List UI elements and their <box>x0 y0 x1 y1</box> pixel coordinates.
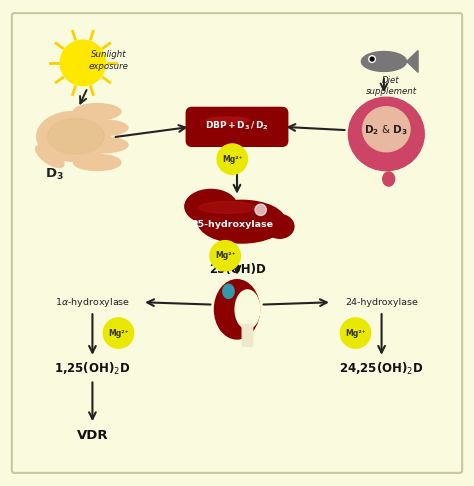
Ellipse shape <box>361 52 406 71</box>
Polygon shape <box>247 328 251 347</box>
Ellipse shape <box>36 145 64 167</box>
FancyBboxPatch shape <box>186 107 288 146</box>
Ellipse shape <box>198 200 285 243</box>
Circle shape <box>60 40 106 86</box>
Text: 25-hydroxylase: 25-hydroxylase <box>191 220 273 228</box>
Circle shape <box>340 318 371 348</box>
Polygon shape <box>407 51 418 72</box>
Ellipse shape <box>73 155 121 171</box>
Text: 1,25(OH)$_2$D: 1,25(OH)$_2$D <box>54 361 131 377</box>
Ellipse shape <box>47 119 104 154</box>
Text: Mg²⁺: Mg²⁺ <box>108 329 129 338</box>
Ellipse shape <box>223 284 234 298</box>
Ellipse shape <box>36 111 110 161</box>
Ellipse shape <box>73 104 121 120</box>
Text: Sunlight
exposure: Sunlight exposure <box>89 51 129 70</box>
Circle shape <box>369 56 375 62</box>
Ellipse shape <box>389 128 408 140</box>
Text: 1$\alpha$-hydroxylase: 1$\alpha$-hydroxylase <box>55 296 130 309</box>
Ellipse shape <box>73 137 128 153</box>
Ellipse shape <box>365 119 384 130</box>
Ellipse shape <box>206 117 249 123</box>
Circle shape <box>370 57 374 61</box>
Ellipse shape <box>382 114 401 126</box>
Text: $\bf{D_2}$ & $\bf{D_3}$: $\bf{D_2}$ & $\bf{D_3}$ <box>365 123 408 137</box>
Text: 24,25(OH)$_2$D: 24,25(OH)$_2$D <box>339 361 424 377</box>
Ellipse shape <box>199 202 256 213</box>
Ellipse shape <box>185 190 237 224</box>
FancyBboxPatch shape <box>242 325 253 347</box>
Text: Mg²⁺: Mg²⁺ <box>222 155 243 164</box>
Ellipse shape <box>265 214 294 238</box>
Ellipse shape <box>372 133 391 145</box>
Text: $\bf{D_3}$: $\bf{D_3}$ <box>45 167 64 182</box>
Ellipse shape <box>383 172 394 186</box>
Text: VDR: VDR <box>77 429 108 442</box>
Circle shape <box>255 204 266 215</box>
Text: $\bf{DBP + D_3\,/\,D_2}$: $\bf{DBP + D_3\,/\,D_2}$ <box>205 119 269 132</box>
Ellipse shape <box>214 280 259 339</box>
Ellipse shape <box>348 97 424 171</box>
Circle shape <box>217 144 247 174</box>
Circle shape <box>210 241 240 271</box>
FancyBboxPatch shape <box>12 13 462 473</box>
Ellipse shape <box>363 107 410 152</box>
Text: Mg²⁺: Mg²⁺ <box>215 251 236 260</box>
Text: 24-hydroxylase: 24-hydroxylase <box>345 298 418 307</box>
Text: 25(OH)D: 25(OH)D <box>209 262 265 276</box>
Circle shape <box>103 318 134 348</box>
Ellipse shape <box>73 120 128 136</box>
Text: Diet
supplement: Diet supplement <box>365 76 417 96</box>
Text: Mg²⁺: Mg²⁺ <box>345 329 366 338</box>
Ellipse shape <box>235 290 260 329</box>
